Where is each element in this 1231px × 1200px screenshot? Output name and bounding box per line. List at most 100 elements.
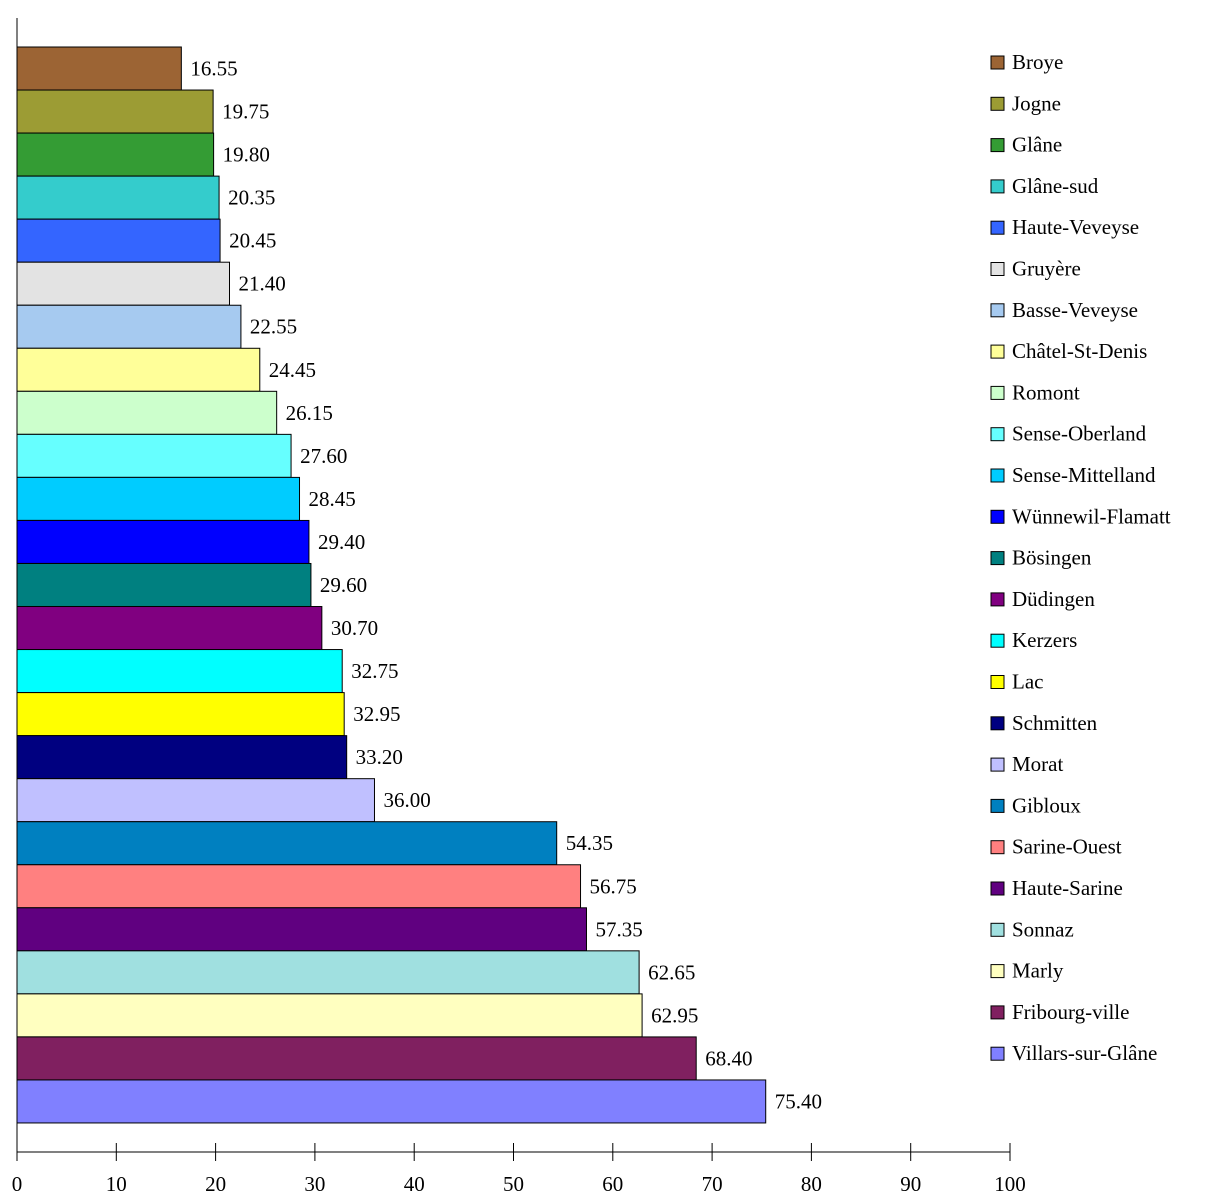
bar-value-label: 62.95 [651,1003,698,1027]
legend-swatch [990,592,1005,607]
legend-label: Haute-Sarine [1012,876,1123,900]
bar [16,132,215,177]
legend-swatch [990,840,1005,855]
bar-value-label: 54.35 [566,831,613,855]
legend-swatch [990,881,1005,896]
legend-swatch [990,220,1005,235]
legend-label: Châtel-St-Denis [1012,339,1147,363]
bar-value-label: 24.45 [269,358,316,382]
bar [16,562,312,607]
legend-label: Bösingen [1012,546,1092,570]
bar [16,993,643,1038]
legend-swatch [990,138,1005,153]
bar-value-label: 20.45 [229,229,276,253]
legend-swatch [990,1005,1005,1020]
legend-label: Gruyère [1012,257,1081,281]
bar [16,1036,697,1081]
legend-swatch [990,675,1005,689]
legend-label: Fribourg-ville [1012,1000,1129,1024]
x-tick-label: 60 [602,1172,623,1196]
legend-label: Sense-Mittelland [1012,463,1156,487]
legend-swatch [990,964,1005,979]
bar-value-label: 62.65 [648,960,695,984]
bar [16,519,310,564]
bar-value-label: 16.55 [190,57,237,81]
bar-value-label: 27.60 [300,444,347,468]
legend-swatch [990,757,1005,772]
x-tick-label: 40 [404,1172,425,1196]
bar [16,735,348,780]
bar-value-label: 22.55 [250,315,297,339]
x-tick-label: 0 [12,1172,23,1196]
bar-value-label: 33.20 [356,745,403,769]
legend-swatch [990,922,1005,937]
bar-value-label: 36.00 [383,788,430,812]
legend-label: Romont [1012,380,1080,404]
legend-label: Kerzers [1012,628,1077,652]
bar [16,261,230,306]
legend-swatch [990,427,1005,442]
legend-swatch [990,303,1005,318]
legend-label: Glâne [1012,133,1062,157]
bar-value-label: 19.75 [222,100,269,124]
legend-swatch [990,385,1005,400]
legend-label: Villars-sur-Glâne [1012,1041,1157,1065]
bar-value-label: 28.45 [309,487,356,511]
bar [16,864,582,909]
legend-label: Broye [1012,50,1063,74]
legend-label: Morat [1012,752,1063,776]
bar-value-label: 57.35 [595,917,642,941]
bar [16,175,220,220]
bar [16,433,292,478]
bars-group [16,46,767,1124]
legend-label: Düdingen [1012,587,1095,611]
legend-label: Wünnewil-Flamatt [1012,504,1171,528]
bar [16,778,375,823]
legend-swatch [990,716,1005,731]
legend-label: Marly [1012,959,1064,983]
legend-swatch [990,344,1005,359]
legend-label: Sonnaz [1012,917,1074,941]
legend-swatch [990,262,1005,276]
legend-swatch [990,798,1005,813]
bar [16,907,587,952]
x-tick-label: 70 [702,1172,723,1196]
bar-value-label: 20.35 [228,186,275,210]
x-tick-label: 30 [304,1172,325,1196]
legend-swatch [990,55,1005,70]
bar [16,304,242,349]
bar-value-label: 56.75 [590,874,637,898]
bar [16,89,214,134]
legend-label: Glâne-sud [1012,174,1099,198]
legend-swatch [990,468,1005,483]
bar [16,218,221,263]
legend-swatch [990,1046,1005,1061]
legend-swatch [990,96,1005,111]
bar [16,46,182,91]
bar-value-label: 29.60 [320,573,367,597]
legend-label: Lac [1012,670,1043,694]
legend-label: Jogne [1012,91,1061,115]
bar [16,649,343,694]
legend-swatch [990,509,1005,524]
legend-label: Gibloux [1012,793,1081,817]
bar [16,692,345,737]
bar-value-label: 21.40 [239,272,286,296]
x-tick-label: 80 [801,1172,822,1196]
legend: Broye Jogne Glâne Glâne-sud Haute-Veveyse Gru… [990,50,1171,1065]
bar-value-label: 32.95 [353,702,400,726]
bar-labels-group: 16.55 19.75 19.80 20.35 20.45 21.40 22.55 24.45… [190,57,822,1114]
legend-label: Haute-Veveyse [1012,215,1139,239]
bar [16,950,640,995]
bar [16,821,558,866]
x-tick-label: 100 [994,1172,1026,1196]
x-ticks-group: 0 10 20 30 40 50 60 70 80 90 100 [12,1143,1026,1196]
legend-swatch [990,551,1005,566]
legend-label: Basse-Veveyse [1012,298,1138,322]
x-tick-label: 20 [205,1172,226,1196]
x-tick-label: 10 [106,1172,127,1196]
legend-swatch [990,179,1005,194]
bar-value-label: 19.80 [223,143,270,167]
bar [16,390,278,435]
